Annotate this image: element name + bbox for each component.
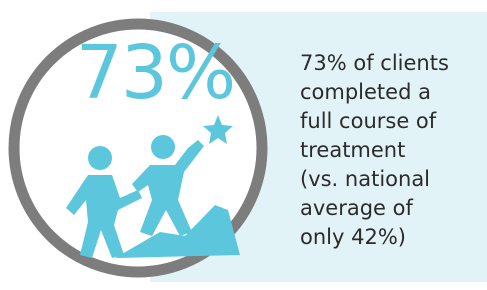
description-line: full course of: [300, 109, 437, 133]
infographic: 73% 73% of clients completed a full course…: [0, 0, 487, 290]
description-line: average of: [300, 196, 413, 220]
description-line: completed a: [300, 80, 431, 104]
stat-value: 73%: [76, 30, 234, 116]
description-line: (vs. national: [300, 167, 430, 191]
description-line: treatment: [300, 138, 405, 162]
description-line: only 42%): [300, 225, 406, 249]
description-line: 73% of clients: [300, 51, 449, 75]
page: 73% 73% of clients completed a full course…: [0, 0, 487, 290]
